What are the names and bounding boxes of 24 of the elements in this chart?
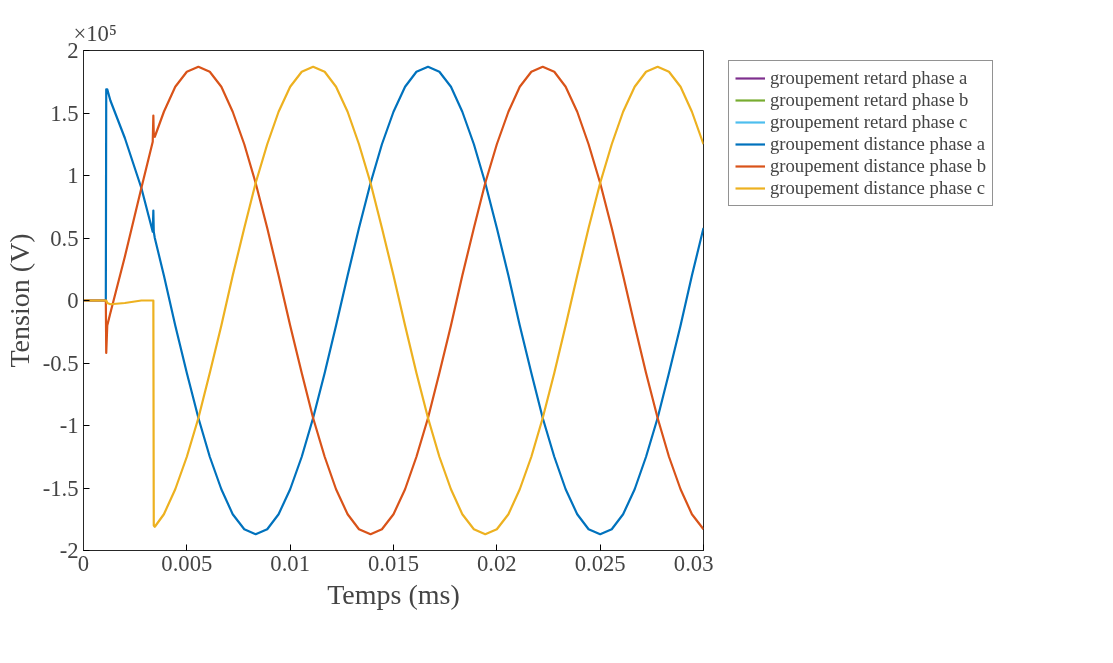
- x-axis-title: Temps (ms): [327, 578, 460, 610]
- y-tick-label: -1: [59, 413, 79, 438]
- legend-label: groupement distance phase b: [770, 155, 987, 177]
- legend-label: groupement retard phase a: [770, 67, 968, 89]
- y-tick-label: 1.5: [50, 100, 79, 126]
- y-axis-title: Tension (V): [3, 233, 35, 368]
- x-tick-label: 0.01: [270, 550, 310, 576]
- y-tick-label: -2: [59, 538, 79, 563]
- y-tick-label: 0.5: [50, 225, 79, 251]
- y-tick-label: 1: [67, 163, 79, 188]
- x-tick-label: 0.015: [368, 550, 419, 576]
- x-tick-label: 0.025: [574, 550, 626, 576]
- x-tick-label: 0.03: [673, 550, 714, 576]
- legend-label: groupement retard phase b: [770, 89, 969, 111]
- line-series: [83, 65, 704, 536]
- legend-label: groupement distance phase a: [770, 133, 985, 155]
- legend-label: groupement retard phase c: [770, 111, 968, 133]
- y-tick-label: 2: [67, 38, 79, 63]
- legend-label: groupement distance phase c: [770, 177, 985, 199]
- x-tick-label: 0.02: [477, 550, 517, 576]
- y-tick-label: 0: [67, 288, 79, 313]
- x-tick-label: 0.005: [161, 550, 213, 576]
- y-tick-label: -0.5: [42, 350, 79, 376]
- y-tick-label: -1.5: [42, 475, 79, 501]
